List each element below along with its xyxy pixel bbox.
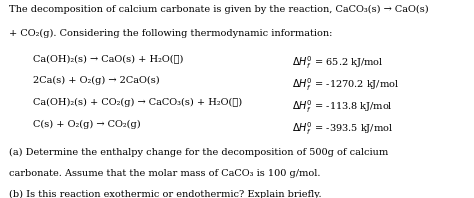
Text: $\Delta H_f^0$ = -113.8 kJ/mol: $\Delta H_f^0$ = -113.8 kJ/mol [292,98,392,115]
Text: $\Delta H_f^0$ = -1270.2 kJ/mol: $\Delta H_f^0$ = -1270.2 kJ/mol [292,76,399,93]
Text: $\Delta H_f^0$ = 65.2 kJ/mol: $\Delta H_f^0$ = 65.2 kJ/mol [292,54,383,71]
Text: carbonate. Assume that the molar mass of CaCO₃ is 100 g/mol.: carbonate. Assume that the molar mass of… [9,169,321,178]
Text: (a) Determine the enthalpy change for the decomposition of 500g of calcium: (a) Determine the enthalpy change for th… [9,148,389,157]
Text: The decomposition of calcium carbonate is given by the reaction, CaCO₃(s) → CaO(: The decomposition of calcium carbonate i… [9,5,429,14]
Text: Ca(OH)₂(s) + CO₂(g) → CaCO₃(s) + H₂O(ℓ): Ca(OH)₂(s) + CO₂(g) → CaCO₃(s) + H₂O(ℓ) [33,98,242,107]
Text: + CO₂(g). Considering the following thermodynamic information:: + CO₂(g). Considering the following ther… [9,29,333,38]
Text: 2Ca(s) + O₂(g) → 2CaO(s): 2Ca(s) + O₂(g) → 2CaO(s) [33,76,160,85]
Text: Ca(OH)₂(s) → CaO(s) + H₂O(ℓ): Ca(OH)₂(s) → CaO(s) + H₂O(ℓ) [33,54,183,63]
Text: (b) Is this reaction exothermic or endothermic? Explain briefly.: (b) Is this reaction exothermic or endot… [9,190,322,198]
Text: $\Delta H_f^0$ = -393.5 kJ/mol: $\Delta H_f^0$ = -393.5 kJ/mol [292,120,392,137]
Text: C(s) + O₂(g) → CO₂(g): C(s) + O₂(g) → CO₂(g) [33,120,141,129]
